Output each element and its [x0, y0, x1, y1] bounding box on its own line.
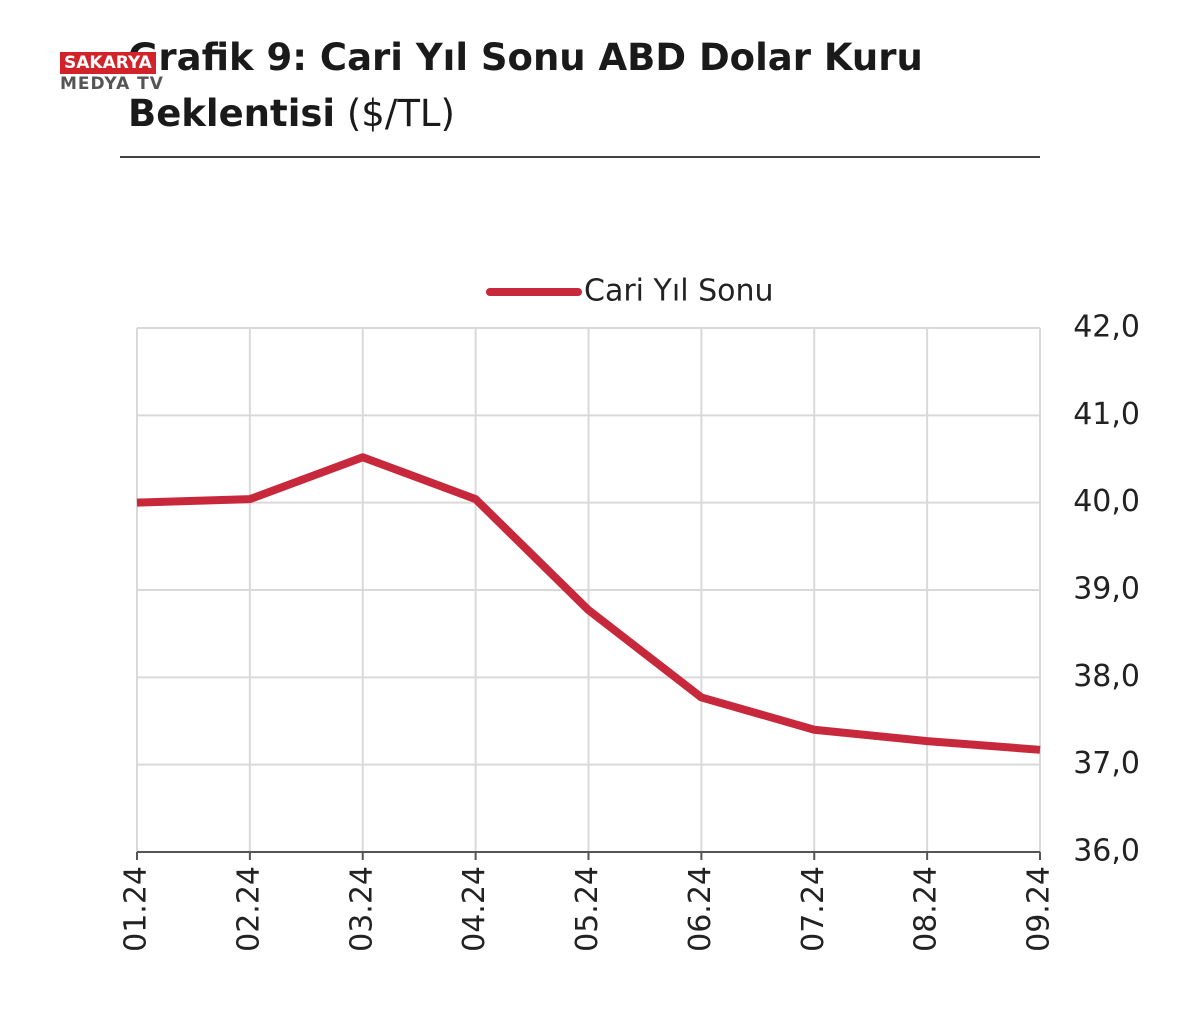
x-tick-label: 08.24: [909, 866, 944, 952]
y-tick-label: 40,0: [1073, 484, 1140, 519]
y-tick-label: 39,0: [1073, 572, 1140, 607]
y-tick-label: 37,0: [1073, 746, 1140, 781]
watermark-bottom: MEDYA TV: [60, 74, 164, 94]
x-tick-label: 07.24: [796, 866, 831, 952]
watermark: SAKARYA MEDYA TV: [60, 52, 164, 94]
title-block: Grafik 9: Cari Yıl Sonu ABD Dolar Kuru B…: [128, 30, 938, 142]
watermark-top: SAKARYA: [60, 52, 156, 74]
x-tick-label: 03.24: [344, 866, 379, 952]
legend-label: Cari Yıl Sonu: [584, 274, 774, 309]
line: [136, 453, 1041, 754]
x-tick-label: 09.24: [1022, 866, 1057, 952]
x-tick-label: 02.24: [231, 866, 266, 952]
x-tick-label: 06.24: [683, 866, 718, 952]
x-tick-label: 04.24: [457, 866, 492, 952]
y-tick-label: 38,0: [1073, 659, 1140, 694]
chart-title: Grafik 9: Cari Yıl Sonu ABD Dolar Kuru B…: [128, 36, 923, 135]
y-tick-label: 42,0: [1073, 310, 1140, 345]
y-tick-label: 41,0: [1073, 397, 1140, 432]
chart-unit: ($/TL): [346, 92, 455, 135]
x-tick-label: 05.24: [570, 866, 605, 952]
y-tick-label: 36,0: [1073, 834, 1140, 869]
x-tick-label: 01.24: [119, 866, 154, 952]
